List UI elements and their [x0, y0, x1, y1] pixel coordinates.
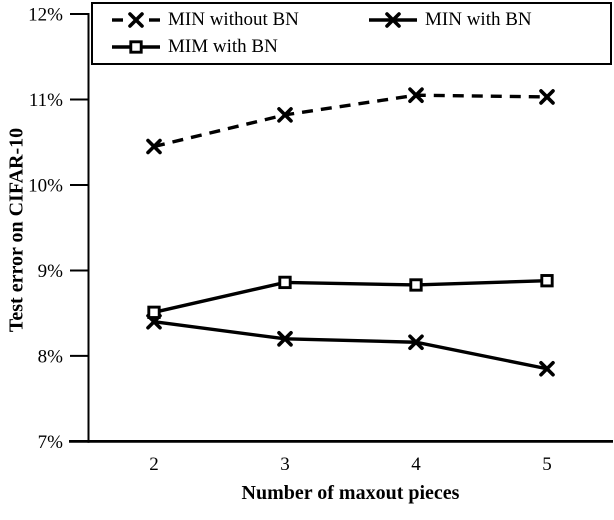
- legend-symbol-dashed-line-x-marker-icon: [112, 11, 160, 28]
- legend-row-2: MIM with BN: [111, 33, 610, 60]
- legend-symbol-solid-line-x-marker-icon: [369, 11, 417, 28]
- series-line-mim-with-bn: [153, 278, 548, 314]
- y-tick-label: 9%: [38, 261, 64, 282]
- x-tick-label: 5: [542, 454, 552, 475]
- marker-square-mim-with-bn: [278, 275, 292, 290]
- chart-legend: MIN without BN MIN with BN MIM with BN: [91, 2, 612, 65]
- x-axis-title: Number of maxout pieces: [241, 482, 460, 504]
- marker-square-mim-with-bn: [540, 274, 554, 288]
- legend-label-min-with-bn: MIN with BN: [425, 9, 532, 30]
- y-tick-label: 12%: [28, 5, 63, 26]
- legend-label-mim-with-bn: MIM with BN: [168, 36, 278, 57]
- marker-square-mim-with-bn: [409, 278, 423, 292]
- marker-x-min-with-bn: [539, 360, 555, 377]
- y-tick-label: 7%: [38, 432, 64, 453]
- y-tick-label: 10%: [28, 175, 63, 196]
- marker-x-min-with-bn: [408, 334, 424, 351]
- y-tick-label: 8%: [38, 346, 64, 367]
- legend-item-mim-with-bn: MIM with BN: [111, 37, 368, 56]
- legend-symbol-solid-line-square-marker-icon: [112, 39, 160, 54]
- y-axis-title: Test error on CIFAR-10: [5, 127, 28, 333]
- x-tick-label: 2: [149, 454, 159, 475]
- legend-label-min-without-bn: MIN without BN: [168, 9, 299, 30]
- legend-x-marker-icon: [128, 11, 144, 28]
- x-tick-label: 4: [411, 454, 421, 475]
- legend-item-min-with-bn: MIN with BN: [368, 10, 532, 29]
- x-tick-label: 3: [280, 454, 290, 475]
- y-tick-label: 11%: [29, 90, 63, 111]
- marker-x-min-without-bn: [277, 107, 293, 123]
- legend-square-marker-icon: [129, 39, 143, 54]
- legend-item-min-without-bn: MIN without BN: [111, 10, 368, 29]
- legend-row-1: MIN without BN MIN with BN: [111, 6, 610, 33]
- marker-x-min-with-bn: [277, 331, 293, 347]
- series-line-min-with-bn: [153, 320, 548, 371]
- legend-x-marker-icon: [385, 11, 401, 28]
- marker-x-min-without-bn: [408, 87, 424, 104]
- marker-square-mim-with-bn: [147, 305, 161, 319]
- series-line-min-without-bn: [153, 93, 548, 149]
- marker-x-min-without-bn: [539, 89, 555, 105]
- marker-x-min-without-bn: [146, 138, 162, 155]
